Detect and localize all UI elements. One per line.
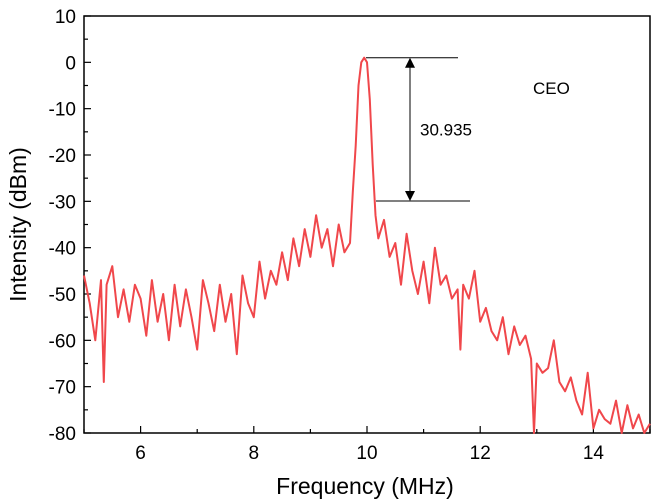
spectrum-line [83, 56, 651, 434]
arrow-up-icon [405, 57, 415, 68]
x-tick-label: 8 [249, 443, 260, 464]
y-tick-label: -60 [49, 331, 76, 352]
x-tick-label: 12 [470, 443, 491, 464]
y-tick-label: 0 [65, 53, 76, 74]
difference-label: 30.935 [420, 120, 472, 139]
y-tick-label: -10 [49, 100, 76, 121]
y-axis-title: Intensity (dBm) [5, 147, 31, 302]
y-tick-label: -40 [49, 239, 76, 260]
x-tick-label: 6 [135, 443, 146, 464]
y-tick-label: -20 [49, 146, 76, 167]
y-tick-label: -70 [49, 378, 76, 399]
ceo-label: CEO [533, 79, 570, 98]
x-tick-label: 14 [583, 443, 605, 464]
annotation-group [366, 57, 470, 202]
x-axis-title: Frequency (MHz) [276, 473, 454, 499]
axes: 6 8 10 12 14 10 0 -10 -20 -30 -40 -50 -60 -70 -80 [49, 7, 651, 464]
y-tick-label: -80 [49, 424, 76, 445]
y-tick-label: -50 [49, 285, 76, 306]
x-tick-label: 10 [356, 443, 377, 464]
arrow-down-icon [405, 191, 415, 202]
y-tick-label: 10 [55, 7, 76, 28]
y-tick-label: -30 [49, 192, 76, 213]
series-group [83, 56, 651, 434]
